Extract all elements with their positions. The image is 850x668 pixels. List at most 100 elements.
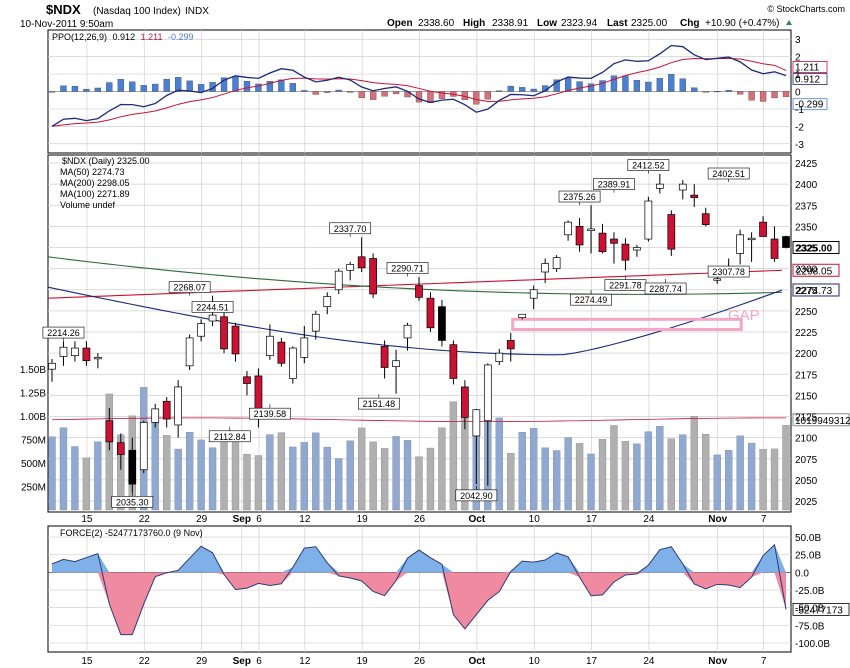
x-axis-label: 22 (139, 514, 151, 525)
annotation-label: 2035.30 (116, 497, 149, 507)
ppo-histogram-bar (197, 84, 205, 92)
candle-body (151, 408, 160, 423)
volume-bar (656, 426, 664, 511)
ppo-legend-v1: 0.912 (113, 32, 136, 42)
chg-value: +10.90 (+0.47%) (705, 18, 780, 29)
price-tick-label: 2275 (795, 286, 818, 297)
force-tick-label: -100.0B (795, 639, 830, 650)
volume-bar (323, 446, 331, 511)
ppo-tick-label: 1 (795, 70, 801, 81)
price-tag-label: 2274.73 (796, 286, 833, 297)
volume-bar (610, 425, 618, 511)
candle-body (621, 243, 630, 261)
volume-bar (312, 432, 320, 511)
force-negative-area (52, 572, 786, 635)
force-tick-label: 25.0B (795, 551, 821, 562)
price-plot: 2214.26 2268.07 2244.51 2112.84 2139.58 2337.… (42, 159, 850, 508)
candle-body (300, 337, 309, 358)
volume-bar (782, 425, 790, 511)
candle-body (529, 289, 538, 299)
ppo-histogram-bar (117, 79, 124, 92)
volume-bars (48, 387, 790, 511)
price-legend: $NDX (Daily) 2325.00 MA(50) 2274.73 MA(2… (60, 156, 150, 210)
legend-ma50: MA(50) 2274.73 (60, 167, 125, 177)
ppo-histogram-bar (782, 91, 790, 97)
volume-bar (415, 456, 423, 511)
volume-bar (702, 433, 710, 511)
candle-body (667, 214, 676, 250)
candle-body (610, 238, 618, 244)
ppo-histogram-bar (702, 91, 709, 93)
ppo-histogram-bar (289, 83, 296, 92)
price-tag (792, 263, 840, 277)
candle-body (461, 386, 469, 418)
volume-bar (266, 434, 274, 511)
price-tick-label: 2225 (795, 328, 818, 339)
price-tick-label: 2425 (795, 159, 818, 170)
candle-body (162, 400, 171, 420)
x-axis-label: 10 (529, 656, 541, 667)
volume-bar (598, 439, 607, 511)
x-axis-label: 26 (414, 514, 426, 525)
volume-bar (403, 440, 412, 511)
ppo-legend-name: PPO(12,26,9) (52, 32, 107, 42)
volume-bar (163, 435, 171, 511)
ppo-histogram-bar (530, 88, 537, 92)
candle-body (208, 314, 217, 322)
datetime: 10-Nov-2011 9:50am (20, 19, 113, 30)
price-tick-label: 2150 (795, 391, 818, 402)
volume-bar (346, 440, 354, 511)
ppo-histogram-bar (358, 91, 365, 99)
annotation-box (386, 262, 429, 274)
ppo-tick-label: 0 (795, 88, 801, 99)
ma200-line (47, 269, 783, 299)
volume-bar (94, 441, 102, 511)
candle-body (633, 247, 641, 251)
volume-bar (449, 401, 458, 511)
candle-body (174, 386, 183, 426)
annotation-box (627, 159, 670, 171)
volume-bar (289, 446, 297, 511)
force-tick-label: -25.0B (795, 586, 825, 597)
ppo-histogram-bar (519, 87, 526, 92)
x-axis-label: 22 (139, 656, 151, 667)
force-tick-label: 0.0 (795, 568, 809, 579)
x-axis-label: 17 (586, 656, 598, 667)
ppo-histogram-bar (427, 91, 434, 103)
ppo-histogram-bar (347, 91, 354, 93)
volume-bar (633, 443, 641, 511)
ppo-histogram-bar (243, 80, 251, 92)
volume-bar (518, 432, 526, 511)
ppo-tag-label: 0.912 (795, 75, 820, 86)
annotation-box (644, 282, 687, 295)
x-axis-label: 26 (414, 656, 426, 667)
candle-body (357, 256, 366, 269)
candle-body (598, 232, 607, 253)
candle-body (438, 306, 446, 341)
candle-body (334, 270, 343, 291)
ppo-histogram-bar (220, 77, 228, 92)
ppo-histogram-bar (576, 81, 583, 92)
candle-body (655, 183, 664, 189)
ppo-histogram-bar (186, 80, 193, 92)
price-tag (792, 241, 840, 254)
candle-body (254, 375, 263, 412)
legend-ma200: MA(200) 2298.05 (60, 178, 130, 188)
ppo-histogram-bar (71, 86, 79, 92)
ppo-histogram-bar (633, 80, 641, 92)
ppo-histogram-bar (610, 75, 618, 92)
annotation-box (329, 222, 372, 235)
volume-bar (82, 457, 91, 511)
price-tick-label: 2100 (795, 434, 818, 445)
ppo-tick-label: 2 (795, 53, 801, 64)
volume-bar (587, 453, 595, 511)
volume-bar (690, 416, 698, 511)
candle-body (94, 357, 102, 360)
ppo-tick-label: -3 (795, 140, 804, 151)
open-label: Open (387, 18, 413, 29)
last-label: Last (607, 18, 628, 29)
ppo-histogram-bar (587, 83, 595, 92)
candle-body (415, 285, 423, 298)
volume-bar (438, 427, 446, 511)
